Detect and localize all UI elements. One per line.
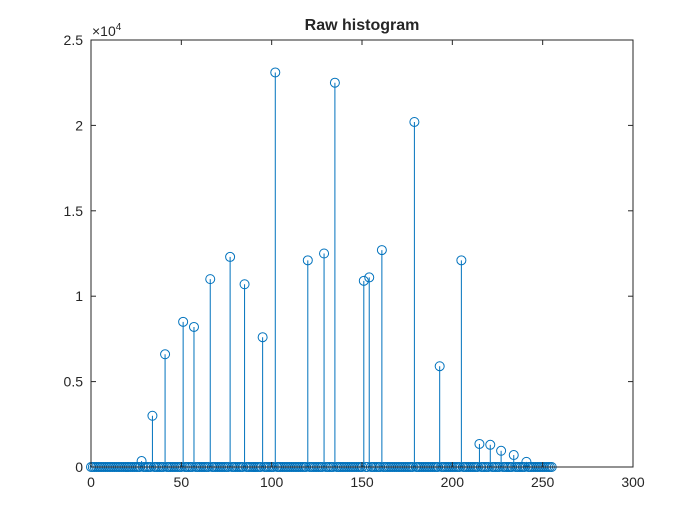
stem-marker — [485, 439, 496, 450]
stem-marker — [178, 316, 189, 327]
stem-marker — [136, 456, 147, 467]
stem-marker — [329, 77, 340, 88]
stem-marker — [205, 274, 216, 285]
y-tick-label: 0.5 — [64, 374, 84, 390]
y-tick-label: 1 — [75, 288, 83, 304]
stem-marker — [270, 67, 281, 78]
stem-marker — [496, 445, 507, 456]
y-tick-label: 0 — [75, 459, 83, 475]
axes-box — [90, 39, 634, 468]
stem-series — [86, 67, 557, 472]
axis-ticks: 0 50 100 150 200 250 300 0 0.5 1 1.5 2 2.5 — [64, 32, 645, 490]
stem-marker — [257, 332, 268, 343]
stem-marker — [456, 255, 467, 266]
y-tick-label: 2 — [75, 117, 83, 133]
x-tick-label: 200 — [441, 474, 465, 490]
stem-marker — [409, 116, 420, 127]
x-tick-label: 100 — [260, 474, 284, 490]
x-tick-label: 0 — [87, 474, 95, 490]
stem-marker — [434, 361, 445, 372]
y-exponent-label: ×104 — [92, 22, 122, 39]
y-tick-label: 2.5 — [64, 32, 84, 48]
x-tick-label: 250 — [531, 474, 555, 490]
stem-marker — [376, 245, 387, 256]
stem-marker — [474, 438, 485, 449]
stem-marker — [508, 450, 519, 461]
stem-marker — [160, 349, 171, 360]
stem-marker — [319, 248, 330, 259]
x-tick-label: 150 — [350, 474, 374, 490]
x-tick-label: 300 — [621, 474, 645, 490]
stem-marker — [358, 275, 369, 286]
stem-marker — [147, 410, 158, 421]
stem-marker — [188, 321, 199, 332]
stem-marker — [302, 255, 313, 266]
stem-marker — [225, 251, 236, 262]
y-exponent-base: ×10 — [92, 23, 116, 39]
chart-title: Raw histogram — [305, 17, 420, 34]
stem-marker — [364, 272, 375, 283]
stem-marker — [239, 279, 250, 290]
x-tick-label: 50 — [174, 474, 190, 490]
y-exponent-power: 4 — [116, 22, 122, 33]
stem-marker — [521, 456, 532, 467]
y-tick-label: 1.5 — [64, 203, 84, 219]
